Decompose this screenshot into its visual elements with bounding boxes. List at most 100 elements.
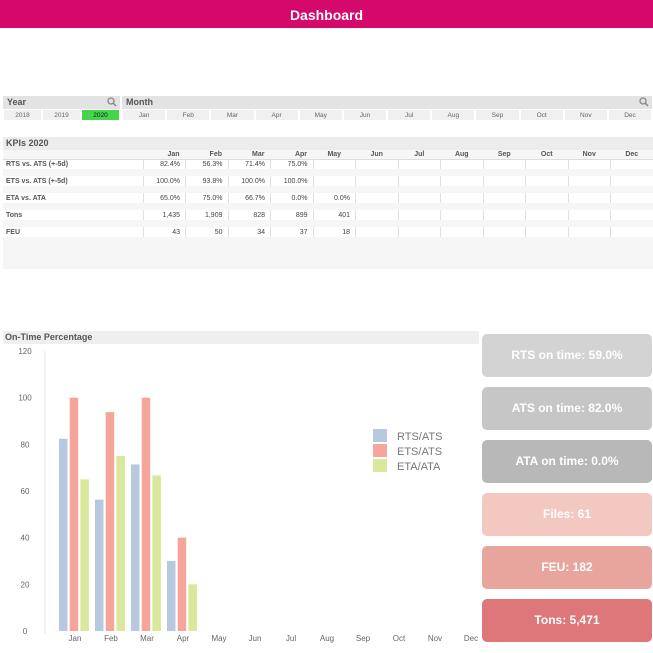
kpi-cell	[610, 176, 653, 186]
year-filter-header: Year	[3, 96, 120, 109]
month-option-sep[interactable]: Sep	[475, 109, 520, 121]
kpi-cell	[440, 227, 484, 237]
kpi-cell	[355, 210, 399, 220]
y-tick-label: 120	[18, 347, 32, 356]
stat-card: ATS on time: 82.0%	[482, 387, 652, 430]
month-option-mar[interactable]: Mar	[210, 109, 255, 121]
kpi-cell	[440, 176, 484, 186]
kpi-cell	[568, 193, 611, 203]
kpi-cell: 1,435	[143, 210, 186, 220]
kpi-row-label: RTS vs. ATS (+-5d)	[3, 159, 144, 169]
kpi-row: ETA vs. ATA 65.0% 75.0% 66.7% 0.0% 0.0%	[3, 193, 653, 203]
kpi-cell: 71.4%	[228, 159, 271, 169]
bar-eta-ata	[152, 475, 161, 631]
kpi-spacer-cell	[3, 220, 653, 227]
kpi-cell: 0.0%	[270, 193, 314, 203]
kpi-cell	[440, 210, 484, 220]
kpi-spacer-cell	[3, 203, 653, 210]
month-option-jul[interactable]: Jul	[387, 109, 432, 121]
month-filter-header: Month	[122, 96, 652, 109]
kpi-cell: 75.0%	[185, 193, 229, 203]
bar-eta-ata	[188, 584, 197, 631]
kpi-cell	[398, 176, 441, 186]
kpi-cell	[398, 159, 441, 169]
kpi-cell	[610, 159, 653, 169]
x-tick-label: May	[211, 634, 226, 643]
kpi-cell	[440, 159, 484, 169]
kpi-column-header: Apr	[270, 150, 313, 160]
kpi-cell: 65.0%	[143, 193, 186, 203]
month-option-jun[interactable]: Jun	[342, 109, 388, 121]
y-tick-label: 40	[21, 534, 30, 543]
x-tick-label: Dec	[464, 634, 478, 643]
y-tick-label: 100	[18, 394, 32, 403]
legend-swatch	[373, 459, 387, 472]
kpi-cell	[440, 193, 484, 203]
dashboard-title-bar: Dashboard	[0, 0, 653, 28]
month-option-may[interactable]: May	[298, 109, 343, 121]
kpi-spacer-cell	[3, 186, 653, 193]
kpi-table-title: KPIs 2020	[3, 137, 653, 150]
month-option-apr[interactable]: Apr	[254, 109, 299, 121]
kpi-row-label: ETA vs. ATA	[3, 193, 144, 203]
kpi-cell	[525, 210, 569, 220]
legend-label: RTS/ATS	[397, 431, 442, 443]
month-option-nov[interactable]: Nov	[563, 109, 608, 121]
x-tick-label: Sep	[356, 634, 371, 643]
bar-ets-ats	[141, 397, 151, 631]
kpi-column-header: Sep	[483, 150, 526, 160]
year-option-2018[interactable]: 2018	[3, 109, 42, 121]
month-option-feb[interactable]: Feb	[166, 109, 211, 121]
x-tick-label: Jul	[286, 634, 296, 643]
kpi-cell: 0.0%	[313, 193, 356, 203]
kpi-cell: 93.8%	[185, 176, 229, 186]
kpi-cell: 37	[270, 227, 314, 237]
bar-eta-ata	[116, 456, 125, 631]
x-tick-label: Aug	[320, 634, 334, 643]
year-option-2020[interactable]: 2020	[81, 109, 120, 121]
kpi-row-label: ETS vs. ATS (+-5d)	[3, 176, 144, 186]
kpi-cell: 75.0%	[270, 159, 314, 169]
month-option-oct[interactable]: Oct	[519, 109, 564, 121]
kpi-cell	[568, 176, 611, 186]
kpi-cell	[355, 193, 399, 203]
kpi-row: ETS vs. ATS (+-5d) 100.0% 93.8% 100.0% 100.0…	[3, 176, 653, 186]
month-filter: Month Jan Feb Mar Apr May Jun Jul Aug Sep Oct Nov D…	[122, 96, 653, 121]
kpi-column-header: Dec	[610, 150, 653, 160]
kpi-cell	[398, 210, 441, 220]
kpi-row: FEU 43 50 34 37 18	[3, 227, 653, 237]
x-tick-label: Jan	[69, 634, 82, 643]
year-option-2019[interactable]: 2019	[42, 109, 81, 121]
bar-rts-ats	[131, 464, 140, 631]
kpi-cell: 100.0%	[228, 176, 271, 186]
kpi-table-panel: KPIs 2020 Jan Feb Mar Apr May Jun Jul Aug Sep Oct…	[3, 137, 653, 269]
kpi-row-label: Tons	[3, 210, 144, 220]
month-filter-label: Month	[126, 97, 153, 107]
x-tick-label: Jun	[249, 634, 262, 643]
kpi-cell: 50	[185, 227, 229, 237]
kpi-column-header: Mar	[228, 150, 271, 160]
kpi-cell	[525, 176, 569, 186]
on-time-chart: 0 20 40 60 80 100 120 Jan Feb Mar Apr May Jun Jul Aug S…	[18, 347, 478, 643]
kpi-cell	[313, 159, 356, 169]
month-option-dec[interactable]: Dec	[607, 109, 653, 121]
kpi-cell: 43	[143, 227, 186, 237]
year-filter: Year 2018 2019 2020	[3, 96, 120, 121]
kpi-row-spacer	[3, 169, 653, 176]
search-icon[interactable]	[639, 97, 649, 107]
bar-ets-ats	[69, 397, 79, 631]
kpi-cell	[568, 210, 611, 220]
search-icon[interactable]	[107, 97, 117, 107]
kpi-cell	[568, 159, 611, 169]
bar-rts-ats	[95, 499, 104, 631]
kpi-column-header: Jun	[355, 150, 398, 160]
kpi-column-header: May	[313, 150, 356, 160]
legend-label: ETS/ATS	[397, 446, 442, 458]
kpi-header-row: Jan Feb Mar Apr May Jun Jul Aug Sep Oct Nov Dec	[3, 150, 653, 160]
month-option-aug[interactable]: Aug	[431, 109, 476, 121]
kpi-cell	[483, 227, 526, 237]
kpi-cell: 401	[313, 210, 356, 220]
kpi-column-header: Jul	[398, 150, 441, 160]
bar-eta-ata	[80, 479, 89, 631]
month-option-jan[interactable]: Jan	[122, 109, 167, 121]
